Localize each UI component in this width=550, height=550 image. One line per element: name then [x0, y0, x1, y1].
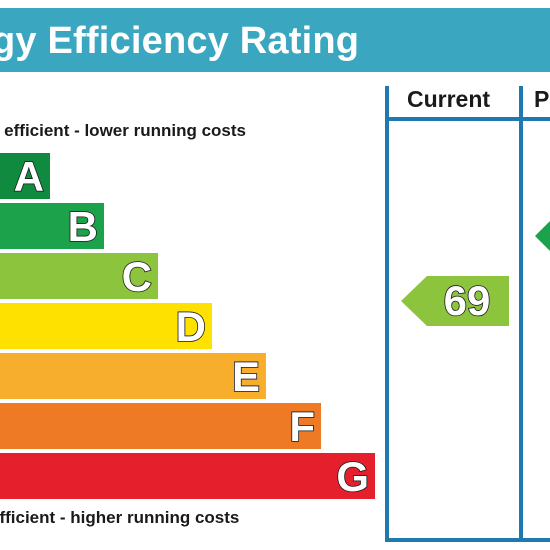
page-title: gy Efficiency Rating	[0, 20, 360, 62]
top-caption: y efficient - lower running costs	[0, 121, 246, 140]
current-column-right-border	[519, 86, 523, 542]
current-column-left-border	[385, 86, 389, 542]
current-rating-arrow-shape	[401, 276, 509, 326]
band-letter-d: D	[175, 303, 207, 351]
band-b: B	[0, 203, 104, 251]
band-f: F	[0, 403, 321, 451]
band-letter-b: B	[67, 203, 99, 251]
column-header-divider	[385, 117, 550, 121]
band-letter-a: A	[13, 153, 45, 201]
potential-rating-arrow-shape	[535, 221, 550, 251]
current-rating-arrow: 69	[401, 276, 509, 326]
potential-column-header: P	[534, 86, 550, 112]
title-bar: gy Efficiency Rating	[0, 8, 550, 72]
current-rating-value: 69	[443, 276, 491, 325]
potential-rating-arrow	[535, 211, 550, 261]
band-letter-c: C	[121, 253, 153, 301]
band-d: D	[0, 303, 212, 351]
band-letter-e: E	[231, 353, 261, 401]
band-a: A	[0, 153, 50, 201]
bottom-caption: efficient - higher running costs	[0, 508, 240, 527]
band-c: C	[0, 253, 158, 301]
band-g: G	[0, 453, 375, 501]
band-letter-g: G	[336, 453, 370, 501]
column-bottom-border	[385, 538, 550, 542]
current-column-header: Current	[407, 86, 491, 112]
band-e: E	[0, 353, 266, 401]
band-letter-f: F	[289, 403, 316, 451]
